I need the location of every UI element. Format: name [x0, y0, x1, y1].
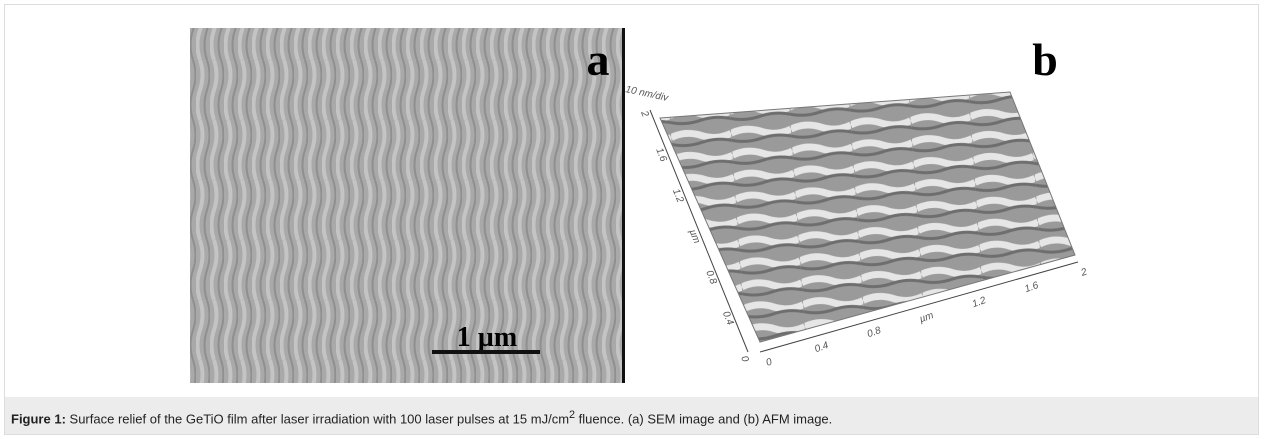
bottom-axis-label: µm: [918, 310, 935, 325]
bottom-axis-label: 1.6: [1023, 280, 1040, 295]
caption: Figure 1: Surface relief of the GeTiO fi…: [5, 397, 1258, 434]
scale-bar-label: 1 µm: [457, 322, 517, 353]
left-axis-label: 1.2: [670, 187, 686, 204]
bottom-axis-label: 0.4: [813, 340, 830, 355]
bottom-axis-label: 1.2: [971, 295, 988, 310]
left-axis-label: µm: [687, 228, 702, 245]
left-axis-label: 0.4: [720, 310, 736, 327]
figure-image: a 1 µm b 10 nm/div 0 0.4 0.8 µm 1.2 1.6 2 0 0.4 0…: [0, 0, 1265, 397]
panel-label: a: [587, 34, 610, 85]
afm-panel: b 10 nm/div: [624, 34, 1078, 352]
caption-label: Figure 1:: [11, 411, 66, 426]
sem-panel: a 1 µm: [190, 28, 625, 383]
z-scale: 10 nm/div: [624, 84, 670, 104]
left-axis-label: 1.6: [653, 146, 669, 163]
caption-text: fluence. (a) SEM image and (b) AFM image…: [575, 411, 832, 426]
page: a 1 µm b 10 nm/div 0 0.4 0.8 µm 1.2 1.6 2 0 0.4 0…: [0, 0, 1265, 439]
panel-label: b: [1032, 34, 1058, 85]
bottom-axis-label: 0.8: [866, 325, 883, 340]
left-axis-label: 0: [738, 354, 750, 364]
caption-text: Surface relief of the GeTiO film after l…: [70, 411, 570, 426]
left-axis-label: 2: [638, 108, 651, 119]
bottom-axis-label: 0: [765, 356, 774, 368]
left-axis-label: 0.8: [703, 269, 719, 286]
bottom-axis-label: 2: [1079, 266, 1089, 279]
